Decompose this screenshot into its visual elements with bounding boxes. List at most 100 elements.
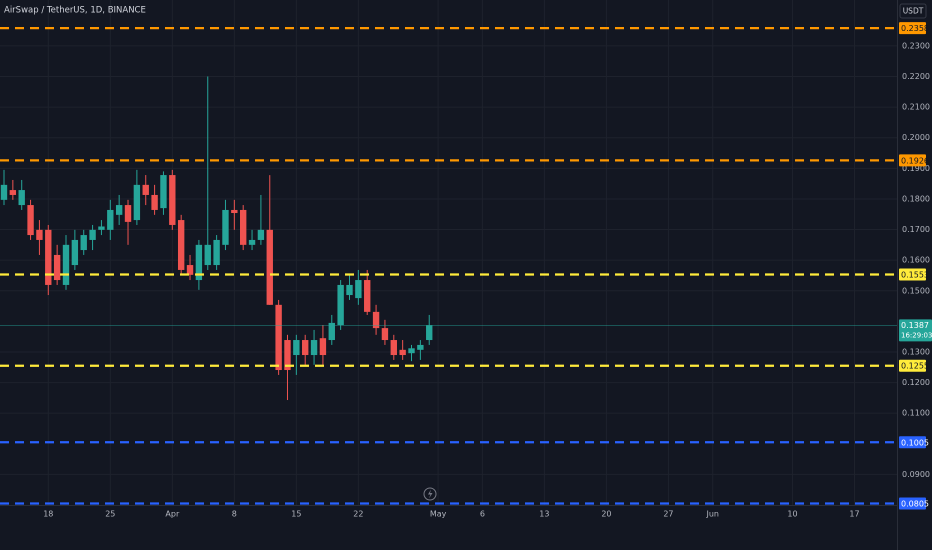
candle-body xyxy=(213,239,220,266)
candle-body xyxy=(151,194,158,210)
x-tick-label: Apr xyxy=(165,510,180,519)
candle-body xyxy=(204,244,211,266)
candle-body xyxy=(177,220,185,270)
candle-body xyxy=(18,190,25,206)
candle-body xyxy=(239,209,247,245)
currency-button[interactable] xyxy=(899,3,927,19)
candle-body xyxy=(80,235,87,251)
x-tick-label: May xyxy=(430,510,447,519)
icon-bolt[interactable] xyxy=(428,489,433,499)
icon-circle[interactable] xyxy=(423,487,437,501)
candle-body xyxy=(399,349,406,356)
candle-body xyxy=(293,340,300,356)
last-price-bg xyxy=(899,319,932,342)
y-tick-label: 0.1800 xyxy=(902,194,930,203)
candle-body xyxy=(275,304,282,371)
x-tick-label: 15 xyxy=(291,510,301,519)
candle-body xyxy=(169,175,176,225)
y-tick-label: 0.1300 xyxy=(902,347,930,356)
candle-body xyxy=(337,284,344,326)
candle-body xyxy=(124,205,132,222)
y-tick-label: 0.1600 xyxy=(902,256,930,265)
candle-body xyxy=(62,244,70,285)
level-label-bg xyxy=(899,22,926,35)
level-label-bg xyxy=(899,436,926,449)
candle-body xyxy=(257,229,265,240)
candle-body xyxy=(53,254,61,281)
candle-body xyxy=(417,344,424,350)
x-tick-label: 22 xyxy=(353,510,363,519)
y-tick-label: 0.1700 xyxy=(902,225,930,234)
candle-body xyxy=(89,229,96,240)
x-tick-label: 8 xyxy=(232,510,237,519)
y-tick-label: 0.1200 xyxy=(902,378,930,387)
level-label: 0.1926 xyxy=(901,156,929,165)
y-tick-label: 0.2300 xyxy=(902,41,930,50)
candle-body xyxy=(302,340,309,356)
candle-body xyxy=(195,244,203,281)
candle-body xyxy=(186,265,194,275)
candle-body xyxy=(222,209,229,245)
last-price-label: 0.1387 xyxy=(901,321,929,330)
x-tick-label: 18 xyxy=(43,510,53,519)
candle-body xyxy=(372,311,380,329)
y-tick-label: 0.1500 xyxy=(902,286,930,295)
x-tick-label: 13 xyxy=(539,510,549,519)
y-tick-label: 0.2000 xyxy=(902,133,930,142)
candle-body xyxy=(310,340,318,356)
y-tick-label: 0.0900 xyxy=(902,470,930,479)
candle-body xyxy=(408,348,415,354)
candle-body xyxy=(98,226,105,230)
candle-body xyxy=(355,280,362,299)
y-tick-label: 0.2200 xyxy=(902,72,930,81)
x-tick-label: Jun xyxy=(705,510,719,519)
candle-body xyxy=(266,229,273,305)
y-tick-label: 0.1100 xyxy=(902,409,930,418)
x-tick-label: 17 xyxy=(849,510,859,519)
x-tick-label: 20 xyxy=(601,510,611,519)
x-tick-label: 27 xyxy=(663,510,673,519)
candle-body xyxy=(284,340,291,371)
candle-body xyxy=(71,239,79,266)
candle-body xyxy=(133,184,141,221)
level-label-bg xyxy=(899,268,926,281)
level-label-bg xyxy=(899,497,926,510)
candle-body xyxy=(328,322,335,341)
level-label: 0.1255 xyxy=(901,362,929,371)
candle-body xyxy=(426,325,433,341)
level-label: 0.1553 xyxy=(901,271,929,280)
axes: 0.2300 0.2200 0.2100 0.2000 0.1900 0.1800 0.17… xyxy=(43,22,932,519)
y-tick-label: 0.2100 xyxy=(902,103,930,112)
candle-body xyxy=(248,239,256,245)
y-tick-label: 0.1900 xyxy=(902,164,930,173)
candle-body xyxy=(0,184,8,200)
x-tick-label: 25 xyxy=(105,510,115,519)
candle-body xyxy=(231,209,238,214)
currency-label[interactable]: USDT xyxy=(903,7,924,16)
candle-body xyxy=(115,205,123,215)
x-tick-label: 10 xyxy=(787,510,797,519)
level-label: 0.1005 xyxy=(901,438,929,447)
level-label: 0.0805 xyxy=(901,499,929,508)
candle-body xyxy=(45,229,52,285)
countdown-label: 16:29:03 xyxy=(901,331,932,339)
candle-body xyxy=(364,280,371,312)
grid xyxy=(0,0,897,505)
candle-body xyxy=(390,340,397,356)
candle-body xyxy=(107,209,114,230)
replay-icon[interactable] xyxy=(423,487,437,501)
chart-title: AirSwap / TetherUS, 1D, BINANCE xyxy=(4,6,146,16)
candle-body xyxy=(319,338,327,356)
level-label-bg xyxy=(899,154,926,167)
candle-body xyxy=(142,184,149,195)
level-label-bg xyxy=(899,359,926,372)
candle-body xyxy=(346,284,353,296)
candle-body xyxy=(36,229,43,240)
candle-body xyxy=(381,328,389,341)
candle-body xyxy=(160,175,167,209)
candle-body xyxy=(27,205,34,236)
level-label: 0.2358 xyxy=(901,24,929,33)
marks xyxy=(0,27,897,505)
